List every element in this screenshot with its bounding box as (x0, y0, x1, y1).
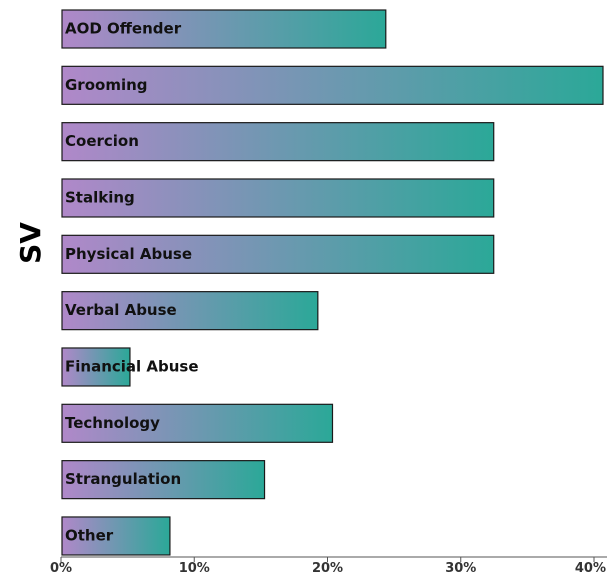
bar-financial-abuse (61, 347, 131, 387)
bar-label: Financial Abuse (65, 357, 199, 375)
bar-grooming (61, 65, 604, 105)
x-tick-label: 10% (179, 561, 210, 574)
bar-label: Coercion (65, 132, 139, 150)
x-ticks-group: 0% 10% 20% 30% 40% (50, 557, 606, 574)
bar-label: Physical Abuse (65, 245, 192, 263)
x-tick-label: 0% (50, 561, 72, 574)
bar-label: Other (65, 526, 114, 544)
bar-label: Technology (65, 414, 160, 432)
bar-label: Stalking (65, 188, 135, 206)
bar-strangulation (61, 460, 266, 500)
bar-aod-offender (61, 9, 387, 49)
bar-label: Grooming (65, 76, 148, 94)
bar-coercion (61, 122, 495, 162)
bar-physical-abuse (61, 234, 495, 274)
bar-other (61, 516, 171, 556)
bar-label: Verbal Abuse (65, 301, 177, 319)
bar-label: Strangulation (65, 470, 181, 488)
x-tick-label: 30% (445, 561, 476, 574)
bars-group: AOD Offender Grooming Coercion Stalking Phys… (61, 9, 604, 556)
bar-stalking (61, 178, 495, 218)
x-tick-label: 20% (312, 561, 343, 574)
y-axis-label: SV (14, 222, 47, 264)
x-tick-label: 40% (575, 561, 606, 574)
bar-verbal-abuse (61, 291, 319, 331)
bar-label: AOD Offender (65, 20, 182, 38)
bar-technology (61, 403, 334, 443)
